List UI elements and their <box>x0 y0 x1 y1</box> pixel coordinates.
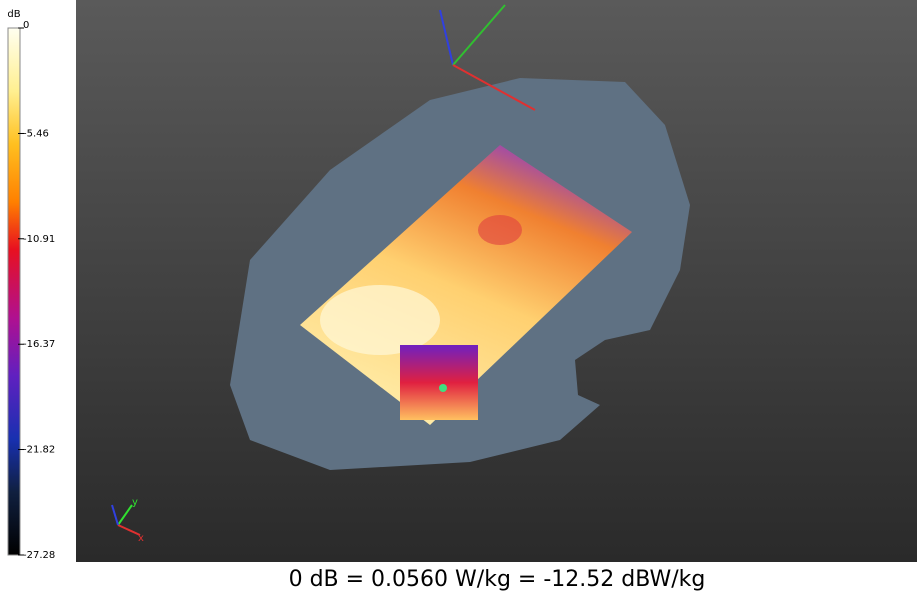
page: y x dB 0 dB = 0.0560 W/kg = -12.52 dBW/k… <box>0 0 917 594</box>
colorbar-tick-label: -16.37 <box>23 339 55 350</box>
colorbar-tick-label: 0 <box>23 20 29 31</box>
peak-marker <box>439 384 447 392</box>
colorbar-tick-label: -5.46 <box>23 128 49 139</box>
caption: 0 dB = 0.0560 W/kg = -12.52 dBW/kg <box>289 567 706 592</box>
colorbar-unit: dB <box>7 9 20 20</box>
triad-y-label: y <box>132 497 138 508</box>
colorbar-tick-label: -10.91 <box>23 234 55 245</box>
colorbar <box>8 28 20 555</box>
triad-x-label: x <box>138 533 144 544</box>
zoom-scan <box>400 345 478 420</box>
hotspot <box>478 215 522 245</box>
screen: y x dB 0 dB = 0.0560 W/kg = -12.52 dBW/k… <box>0 0 917 594</box>
hotspot <box>320 285 440 355</box>
colorbar-tick-label: -21.82 <box>23 445 55 456</box>
colorbar-tick-label: -27.28 <box>23 550 55 561</box>
